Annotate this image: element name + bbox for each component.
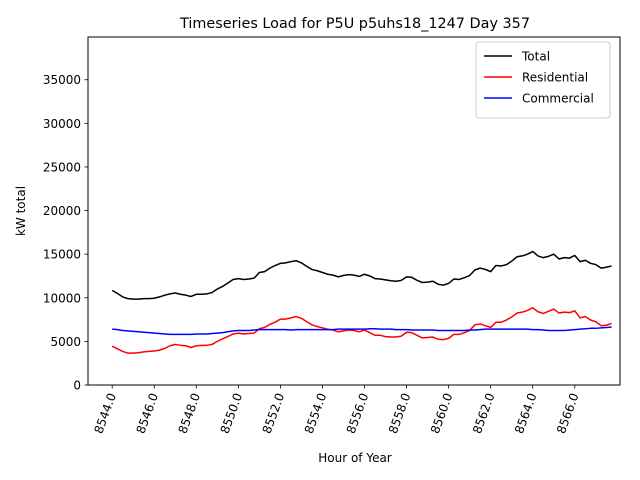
y-tick-label: 25000 bbox=[43, 160, 81, 174]
legend-label-residential: Residential bbox=[522, 71, 588, 85]
legend-label-commercial: Commercial bbox=[522, 92, 594, 106]
y-tick-label: 35000 bbox=[43, 73, 81, 87]
y-tick-label: 0 bbox=[73, 379, 81, 393]
axes-frame bbox=[87, 36, 621, 386]
y-tick-label: 15000 bbox=[43, 248, 81, 262]
series-line-residential bbox=[111, 307, 612, 354]
legend-label-total: Total bbox=[521, 50, 550, 64]
series-line-commercial bbox=[112, 326, 612, 336]
y-axis-title: kW total bbox=[14, 186, 28, 236]
series-line-total bbox=[111, 250, 612, 300]
y-axis-ticks: 0 5000 10000 15000 20000 25000 30000 35000 bbox=[43, 73, 88, 393]
legend: Total Residential Commercial bbox=[475, 41, 611, 119]
y-tick-label: 20000 bbox=[43, 204, 81, 218]
y-tick-label: 5000 bbox=[50, 335, 81, 349]
x-axis-title: Hour of Year bbox=[318, 451, 392, 465]
series-layer bbox=[111, 250, 612, 354]
y-tick-label: 30000 bbox=[43, 117, 81, 131]
legend-box bbox=[475, 41, 611, 119]
y-tick-label: 10000 bbox=[43, 291, 81, 305]
chart-title: Timeseries Load for P5U p5uhs18_1247 Day… bbox=[179, 16, 530, 32]
